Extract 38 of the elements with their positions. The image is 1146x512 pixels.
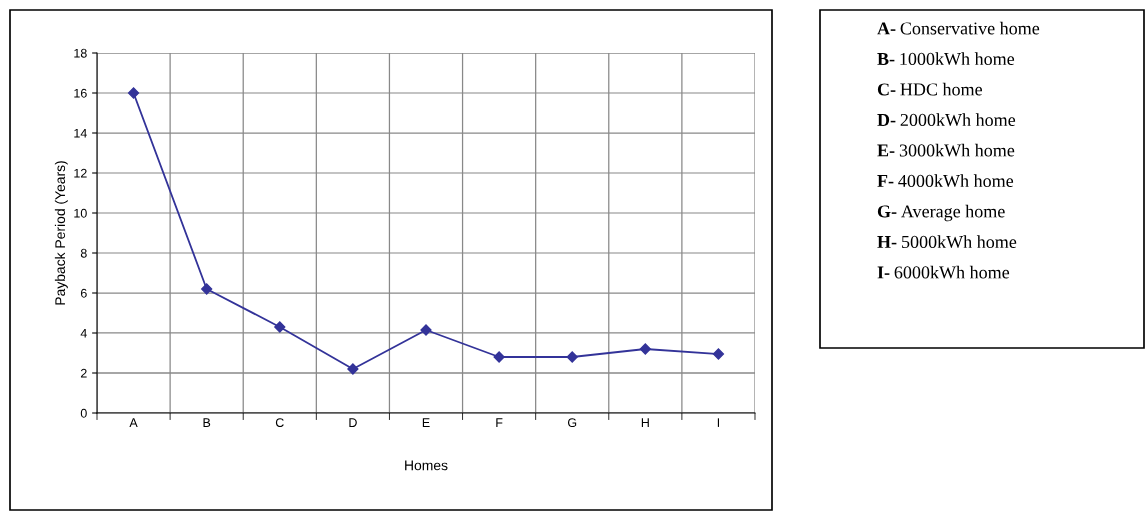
- point: [493, 351, 505, 363]
- y-tick-label: 8: [80, 248, 87, 258]
- text: B- 1000kWh home: [877, 52, 1015, 66]
- x-tick-label: A: [129, 418, 138, 427]
- text: D- 2000kWh home: [877, 113, 1016, 127]
- y-tick-label: 6: [80, 288, 87, 298]
- y-tick-label: 0: [80, 408, 87, 418]
- text: C- HDC home: [877, 82, 982, 96]
- point: [566, 351, 578, 363]
- point: [127, 87, 140, 99]
- x-tick-label: C: [275, 418, 284, 428]
- y-tick-label: 14: [74, 128, 87, 138]
- point: [274, 321, 286, 333]
- point: [639, 343, 651, 355]
- x-tick-label: F: [496, 418, 503, 427]
- text: A- Conservative home: [877, 21, 1040, 35]
- y-tick-label: 4: [80, 328, 87, 338]
- x-tick-label: E: [422, 418, 430, 427]
- text: H- 5000kWh home: [877, 235, 1017, 249]
- text: G- Average home: [877, 204, 1005, 222]
- y-tick-label: 16: [74, 88, 87, 98]
- y-tick-label: 2: [80, 368, 87, 378]
- point: [347, 363, 359, 375]
- x-tick-label: I: [717, 418, 720, 427]
- text: I- 6000kWh home: [877, 265, 1010, 279]
- x-tick-label: H: [641, 418, 649, 427]
- y-tick-label: 18: [74, 48, 87, 58]
- x-tick-label: D: [349, 418, 357, 427]
- x-tick-label: G: [567, 418, 577, 428]
- y-tick-label: 10: [74, 208, 87, 218]
- y-tick-label: 12: [74, 168, 87, 178]
- point: [201, 283, 213, 295]
- text: E- 3000kWh home: [877, 143, 1015, 157]
- y-axis-title: Payback Period (Years): [54, 161, 68, 305]
- x-tick-label: B: [203, 418, 211, 427]
- point: [712, 348, 725, 360]
- text: F- 4000kWh home: [877, 174, 1014, 188]
- x-axis-title: Homes: [405, 460, 448, 471]
